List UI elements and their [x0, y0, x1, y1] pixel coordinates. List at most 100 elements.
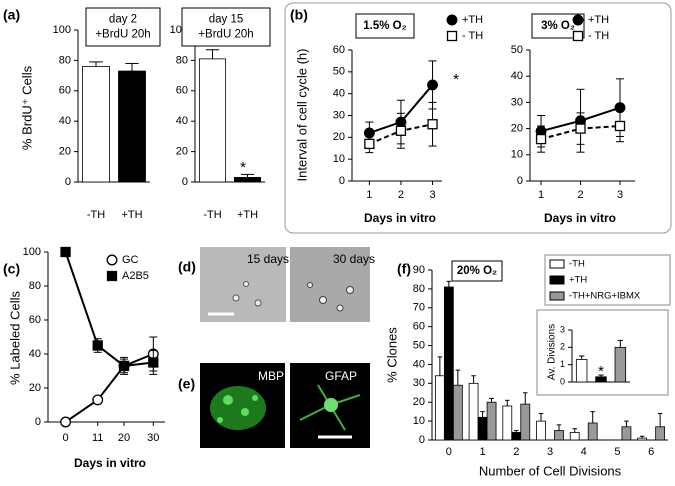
- series-line: [64, 251, 154, 367]
- x-tick-label: 3: [429, 189, 435, 201]
- bar: [587, 422, 598, 441]
- y-axis-label: Av. Divisions: [547, 324, 558, 380]
- y-tick-label: 10: [511, 149, 523, 161]
- x-tick-label: 3: [547, 446, 553, 458]
- y-tick-label: 0: [35, 416, 41, 428]
- y-axis-label: Interval of cell cycle (h): [294, 49, 309, 182]
- point: [614, 120, 626, 132]
- bar: [434, 375, 445, 441]
- y-axis-label: % BrdU⁺ Cells: [19, 65, 34, 150]
- bar: [198, 58, 227, 183]
- bar: [443, 286, 454, 441]
- x-tick-label: -TH: [203, 209, 221, 221]
- image-label: 30 days: [333, 252, 375, 266]
- bar: [82, 66, 110, 183]
- point: [364, 138, 375, 150]
- point: [148, 357, 159, 368]
- cell: [241, 408, 249, 416]
- title-box: [451, 260, 503, 282]
- panel-label: (e): [178, 376, 195, 392]
- cell: [217, 417, 223, 423]
- legend-label: -TH: [569, 259, 585, 270]
- x-tick-label: 4: [581, 446, 587, 458]
- image-label: MBP: [258, 369, 284, 383]
- y-tick-label: 0: [419, 434, 425, 446]
- bar: [637, 437, 648, 441]
- y-tick-label: 20: [413, 396, 425, 408]
- bar: [536, 420, 546, 441]
- point: [60, 416, 72, 428]
- cell: [210, 386, 266, 430]
- x-axis-label: Number of Cell Divisions: [479, 463, 622, 478]
- annotation: *: [240, 159, 246, 176]
- y-tick-label: 60: [413, 321, 425, 333]
- bar: [486, 401, 497, 441]
- y-tick-label: 10: [413, 415, 425, 427]
- x-tick-label: 1: [366, 189, 372, 201]
- y-axis-label: % Clones: [384, 327, 399, 383]
- x-tick-label: 2: [398, 189, 404, 201]
- micrographs: (d) 15 days 30 days: [178, 247, 375, 322]
- cell: [324, 398, 338, 412]
- x-tick-label: 20: [118, 432, 130, 444]
- annotation: *: [453, 71, 459, 88]
- x-tick-label: 11: [92, 432, 103, 444]
- panel-label: (d): [178, 259, 196, 275]
- legend-marker: [446, 14, 458, 26]
- x-axis-label: Days in vitro: [544, 211, 616, 225]
- bar: [233, 177, 262, 183]
- point: [92, 340, 103, 351]
- y-tick-label: 50: [511, 44, 523, 56]
- y-tick-label: 50: [333, 66, 345, 78]
- bar: [655, 426, 666, 441]
- chart-title: +BrdU 20h: [198, 29, 253, 41]
- y-tick-label: 40: [176, 115, 188, 127]
- legend-label: A2B5: [122, 270, 149, 282]
- y-tick-label: 2: [560, 342, 565, 352]
- y-tick-label: 0: [65, 176, 71, 188]
- cell: [319, 296, 327, 304]
- cell: [307, 282, 313, 288]
- legend-swatch: [549, 259, 565, 269]
- y-tick-label: 20: [59, 146, 71, 158]
- cell: [223, 395, 233, 405]
- y-tick-label: 0: [560, 376, 565, 386]
- y-tick-label: 30: [333, 109, 345, 121]
- bar: [477, 416, 488, 441]
- chart-title: day 2: [109, 14, 137, 26]
- point: [118, 360, 130, 372]
- legend-label: +TH: [462, 14, 483, 26]
- y-tick-label: 80: [413, 283, 425, 295]
- x-tick-label: 0: [446, 446, 452, 458]
- x-tick-label: 1: [538, 189, 544, 201]
- y-tick-label: 100: [23, 246, 41, 258]
- title-box: [181, 7, 271, 47]
- x-axis-label: Days in vitro: [364, 211, 436, 225]
- title-box: [355, 13, 415, 39]
- y-tick-label: 90: [413, 264, 425, 276]
- y-tick-label: 0: [182, 176, 188, 188]
- point: [427, 119, 438, 130]
- panel-label: (f): [397, 261, 411, 277]
- y-tick-label: 60: [29, 314, 41, 326]
- bar: [554, 430, 564, 441]
- y-axis-label: % Labeled Cells: [7, 291, 22, 385]
- point: [60, 246, 71, 258]
- x-tick-label: -TH: [87, 209, 105, 221]
- y-tick-label: 60: [176, 85, 188, 97]
- point: [92, 394, 104, 406]
- y-tick-label: 20: [511, 123, 523, 135]
- series-line: [64, 353, 154, 423]
- chart-title: 3% O₂: [541, 20, 575, 32]
- point: [395, 125, 407, 136]
- point: [427, 79, 438, 91]
- y-tick-label: 40: [29, 348, 41, 360]
- y-tick-label: 70: [413, 302, 425, 314]
- legend-label: - TH: [588, 30, 609, 42]
- point: [575, 123, 586, 134]
- y-tick-label: 30: [413, 377, 425, 389]
- legend-label: +TH: [588, 14, 609, 26]
- x-tick-label: +TH: [237, 209, 258, 221]
- micrograph: [200, 247, 286, 322]
